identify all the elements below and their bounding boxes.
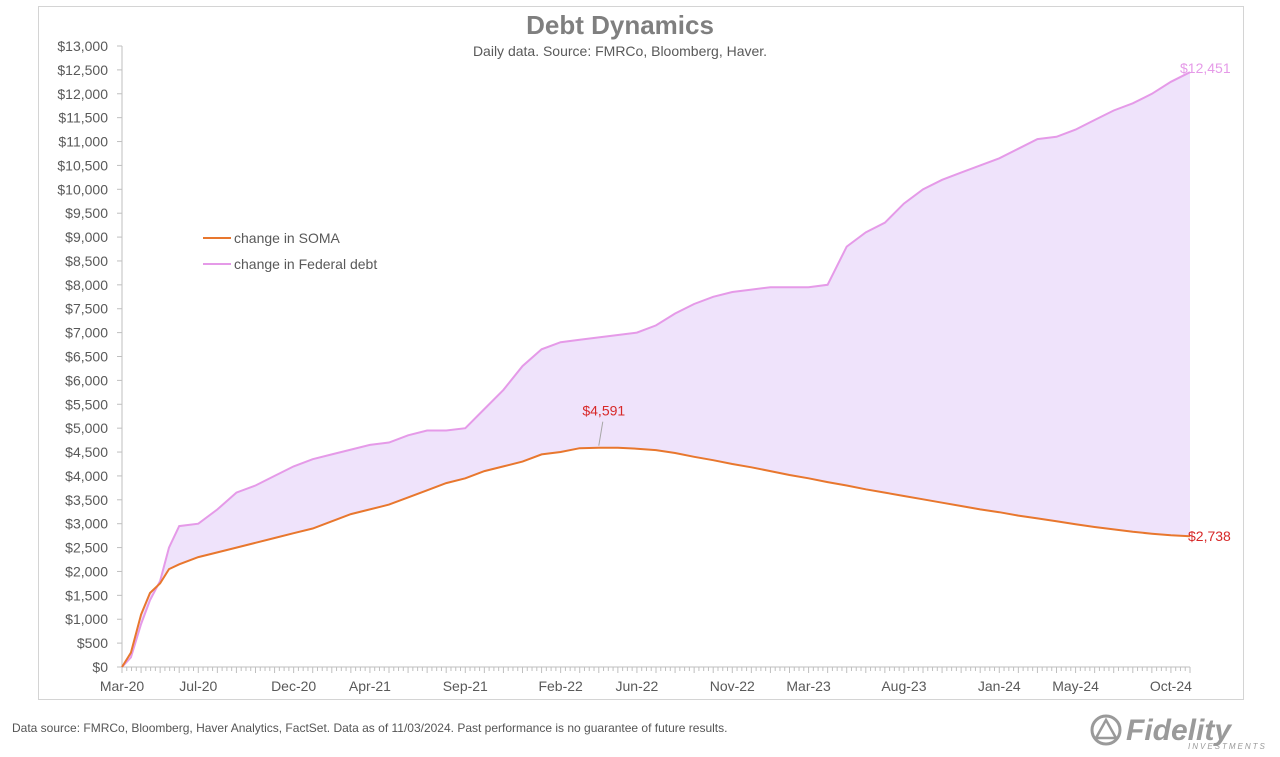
y-tick-label: $10,000 bbox=[57, 181, 108, 197]
x-tick-label: Aug-23 bbox=[881, 678, 926, 694]
y-tick-label: $12,500 bbox=[57, 62, 108, 78]
y-tick-label: $7,000 bbox=[65, 325, 108, 341]
y-tick-label: $12,000 bbox=[57, 86, 108, 102]
annotations: $4,591 $12,451 $2,738 bbox=[582, 60, 1231, 544]
y-tick-label: $8,500 bbox=[65, 253, 108, 269]
y-tick-label: $500 bbox=[77, 635, 108, 651]
annotation-debt-latest: $12,451 bbox=[1180, 60, 1231, 76]
x-tick-label: Oct-24 bbox=[1150, 678, 1192, 694]
chart-subtitle: Daily data. Source: FMRCo, Bloomberg, Ha… bbox=[473, 43, 767, 59]
legend-label-soma: change in SOMA bbox=[234, 230, 340, 246]
y-tick-label: $1,500 bbox=[65, 587, 108, 603]
y-tick-label: $3,000 bbox=[65, 516, 108, 532]
svg-text:INVESTMENTS: INVESTMENTS bbox=[1188, 742, 1267, 750]
x-tick-label: Nov-22 bbox=[710, 678, 755, 694]
series-line-soma bbox=[121, 446, 1191, 668]
y-tick-label: $5,000 bbox=[65, 420, 108, 436]
annotation-soma-latest: $2,738 bbox=[1188, 528, 1231, 544]
chart-frame bbox=[38, 6, 1244, 700]
footer-disclaimer: Data source: FMRCo, Bloomberg, Haver Ana… bbox=[12, 721, 728, 735]
y-axis: $0 $500 $1,000 $1,500 $2,000 $2,500 $3,000 $3,5… bbox=[57, 38, 123, 675]
svg-text:Fidelity: Fidelity bbox=[1126, 714, 1232, 747]
y-tick-label: $10,500 bbox=[57, 157, 108, 173]
x-tick-label: Sep-21 bbox=[443, 678, 488, 694]
y-tick-label: $6,000 bbox=[65, 372, 108, 388]
y-tick-label: $2,500 bbox=[65, 540, 108, 556]
x-tick-label: May-24 bbox=[1052, 678, 1099, 694]
x-tick-label: Dec-20 bbox=[271, 678, 316, 694]
y-tick-label: $6,500 bbox=[65, 349, 108, 365]
y-tick-label: $4,000 bbox=[65, 468, 108, 484]
y-tick-label: $5,500 bbox=[65, 396, 108, 412]
y-tick-label: $11,500 bbox=[58, 110, 108, 126]
x-tick-label: Jun-22 bbox=[616, 678, 659, 694]
annotation-leader bbox=[598, 421, 604, 446]
annotation-soma-peak: $4,591 bbox=[582, 403, 625, 419]
series-line-federal-debt bbox=[121, 71, 1191, 668]
x-tick-label: Mar-20 bbox=[100, 678, 145, 694]
y-tick-label: $7,500 bbox=[65, 301, 108, 317]
y-tick-label: $4,500 bbox=[65, 444, 108, 460]
y-tick-label: $1,000 bbox=[65, 611, 108, 627]
y-tick-label: $9,000 bbox=[65, 229, 108, 245]
x-tick-label: Feb-22 bbox=[538, 678, 583, 694]
y-tick-label: $9,500 bbox=[65, 205, 108, 221]
legend-label-federal-debt: change in Federal debt bbox=[234, 256, 377, 272]
y-tick-label: $13,000 bbox=[57, 38, 108, 54]
x-tick-label: Jul-20 bbox=[179, 678, 217, 694]
y-tick-label: $2,000 bbox=[65, 563, 108, 579]
y-tick-label: $8,000 bbox=[65, 277, 108, 293]
fidelity-logo: Fidelity INVESTMENTS bbox=[1090, 714, 1267, 750]
x-tick-label: Mar-23 bbox=[786, 678, 831, 694]
legend: change in SOMA change in Federal debt bbox=[203, 230, 377, 272]
chart-title: Debt Dynamics bbox=[526, 10, 714, 40]
pyramid-icon bbox=[1090, 714, 1122, 746]
difference-area bbox=[122, 72, 1190, 667]
y-tick-label: $0 bbox=[92, 659, 108, 675]
y-tick-label: $11,000 bbox=[58, 134, 108, 150]
x-axis: Mar-20 Jul-20 Dec-20 Apr-21 Sep-21 Feb-22 Jun-… bbox=[100, 666, 1192, 694]
x-tick-label: Apr-21 bbox=[349, 678, 391, 694]
debt-dynamics-chart: Debt Dynamics Daily data. Source: FMRCo,… bbox=[57, 10, 1231, 694]
x-tick-label: Jan-24 bbox=[978, 678, 1021, 694]
y-tick-label: $3,500 bbox=[65, 492, 108, 508]
